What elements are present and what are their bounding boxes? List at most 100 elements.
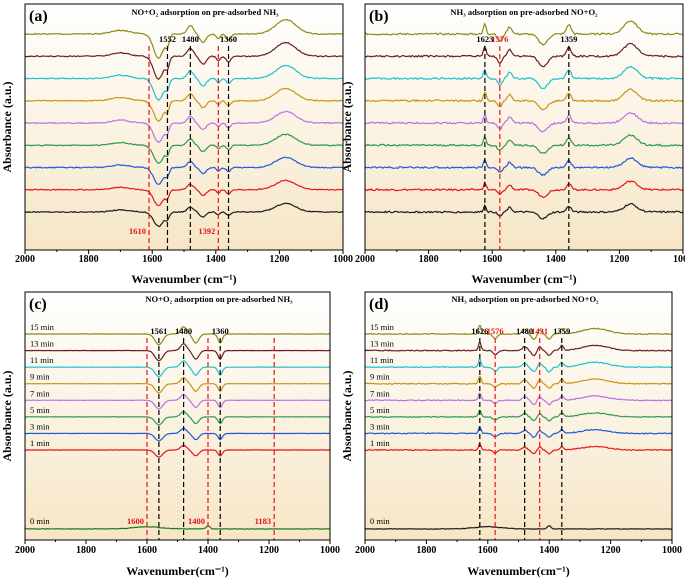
panel-label: (a) — [29, 8, 48, 25]
spectrum-curve — [25, 64, 343, 102]
spectrum-curve — [25, 133, 343, 164]
peak-label: 1360 — [212, 326, 229, 336]
peak-label: 1480 — [182, 34, 199, 44]
spectrum-curve — [25, 156, 343, 185]
x-axis-label: Wavenumber(cm⁻¹) — [126, 564, 229, 578]
peak-label: 1576 — [491, 34, 508, 44]
panel-title: NO+O₂ adsorption on pre-adsorbed NH₃ — [131, 7, 279, 17]
spectrum-curve — [25, 360, 330, 378]
x-tick-label: 1200 — [259, 545, 279, 556]
curves — [365, 20, 683, 220]
spectrum-curve — [25, 393, 330, 410]
x-tick-label: 1600 — [137, 545, 157, 556]
series-label: 0 min — [30, 516, 50, 526]
y-axis-label: Absorbance (a.u.) — [340, 370, 354, 461]
peak-label: 1552 — [159, 34, 176, 44]
panel-title: NH₃ adsorption on pre-adsorbed NO+O₂ — [451, 294, 599, 304]
spectrum-curve — [25, 87, 343, 123]
y-axis-label: Absorbance (a.u.) — [340, 81, 354, 172]
series-label: 9 min — [30, 372, 50, 382]
x-tick-label: 1600 — [482, 254, 502, 265]
curves — [25, 18, 343, 228]
x-tick-label: 1400 — [206, 254, 226, 265]
spectrum-curve — [365, 65, 683, 90]
spectrum-curve — [365, 324, 672, 341]
panel-label: (c) — [29, 296, 47, 313]
spectrum-curve — [365, 133, 683, 154]
series-label: 13 min — [370, 339, 395, 349]
peak-label: 1359 — [560, 34, 577, 44]
peak-label: 1610 — [129, 226, 146, 236]
panel-title: NO+O₂ adsorption on pre-adsorbed NH₃ — [145, 294, 293, 304]
spectrum-curve — [25, 326, 330, 346]
curves — [25, 326, 330, 530]
spectrum-curve — [25, 110, 343, 143]
series-label: 11 min — [370, 355, 394, 365]
spectrum-curve — [365, 375, 672, 390]
x-axis-label: Wavenumber (cm⁻¹) — [471, 272, 576, 286]
spectrum-curve — [25, 377, 330, 394]
peak-label: 1359 — [553, 326, 570, 336]
x-tick-label: 1000 — [662, 545, 682, 556]
y-axis-label: Absorbance (a.u.) — [0, 81, 14, 172]
spectrum-curve — [25, 18, 343, 59]
x-tick-label: 1200 — [269, 254, 289, 265]
x-axis-label: Wavenumber (cm⁻¹) — [131, 272, 236, 286]
spectrum-curve — [365, 358, 672, 373]
x-tick-label: 2000 — [355, 254, 375, 265]
x-tick-label: 1800 — [76, 545, 96, 556]
series-label: 3 min — [30, 421, 50, 431]
spectrum-curve — [25, 179, 343, 206]
panel-label: (b) — [369, 8, 389, 25]
peak-label: 1400 — [188, 516, 205, 526]
x-tick-label: 1800 — [416, 545, 436, 556]
plot-background — [25, 4, 343, 250]
x-tick-label: 2000 — [355, 545, 375, 556]
x-tick-label: 2000 — [15, 545, 35, 556]
series-label: 5 min — [370, 405, 390, 415]
spectrum-curve — [25, 524, 330, 530]
spectrum-curve — [365, 342, 672, 357]
peak-label: 1626 — [471, 326, 488, 336]
peak-label: 1623 — [476, 34, 493, 44]
series-label: 13 min — [30, 339, 55, 349]
curves — [365, 324, 672, 530]
x-tick-label: 1800 — [419, 254, 439, 265]
series-label: 11 min — [30, 355, 54, 365]
series-label: 7 min — [370, 388, 390, 398]
plot-background — [365, 4, 683, 250]
series-label: 15 min — [370, 322, 395, 332]
x-tick-label: 1400 — [539, 545, 559, 556]
x-tick-label: 1600 — [478, 545, 498, 556]
panel-d: 0 min 1 min 3 min 5 min 7 min 9 min 11 min 13 m… — [340, 291, 682, 578]
x-tick-label: 1000 — [673, 254, 685, 265]
spectrum-curve — [365, 112, 683, 133]
series-label: 3 min — [370, 421, 390, 431]
series-label: 15 min — [30, 322, 55, 332]
panel-a: 1552 1480 1360 1610 1392 2000 1800 1600 1400 1200… — [0, 3, 353, 286]
spectrum-curve — [365, 20, 683, 46]
peak-label: 1480 — [516, 326, 533, 336]
series-label: 9 min — [370, 372, 390, 382]
series-label: 5 min — [30, 405, 50, 415]
peak-label: 1480 — [175, 326, 192, 336]
spectrum-curve — [25, 342, 330, 362]
peak-label: 1183 — [255, 516, 272, 526]
peak-label: 1431 — [531, 326, 548, 336]
spectrum-curve — [25, 410, 330, 426]
spectrum-curve — [365, 443, 672, 455]
spectrum-curve — [365, 202, 683, 220]
peak-label: 1392 — [198, 226, 215, 236]
x-tick-label: 1400 — [546, 254, 566, 265]
series-label: 1 min — [370, 438, 390, 448]
x-tick-label: 1000 — [333, 254, 353, 265]
peak-label: 1360 — [220, 34, 237, 44]
peak-label: 1600 — [127, 516, 144, 526]
spectrum-curve — [365, 409, 672, 422]
x-tick-label: 1800 — [79, 254, 99, 265]
x-tick-label: 1600 — [142, 254, 162, 265]
x-tick-label: 1200 — [609, 254, 629, 265]
spectrum-curve — [25, 427, 330, 442]
